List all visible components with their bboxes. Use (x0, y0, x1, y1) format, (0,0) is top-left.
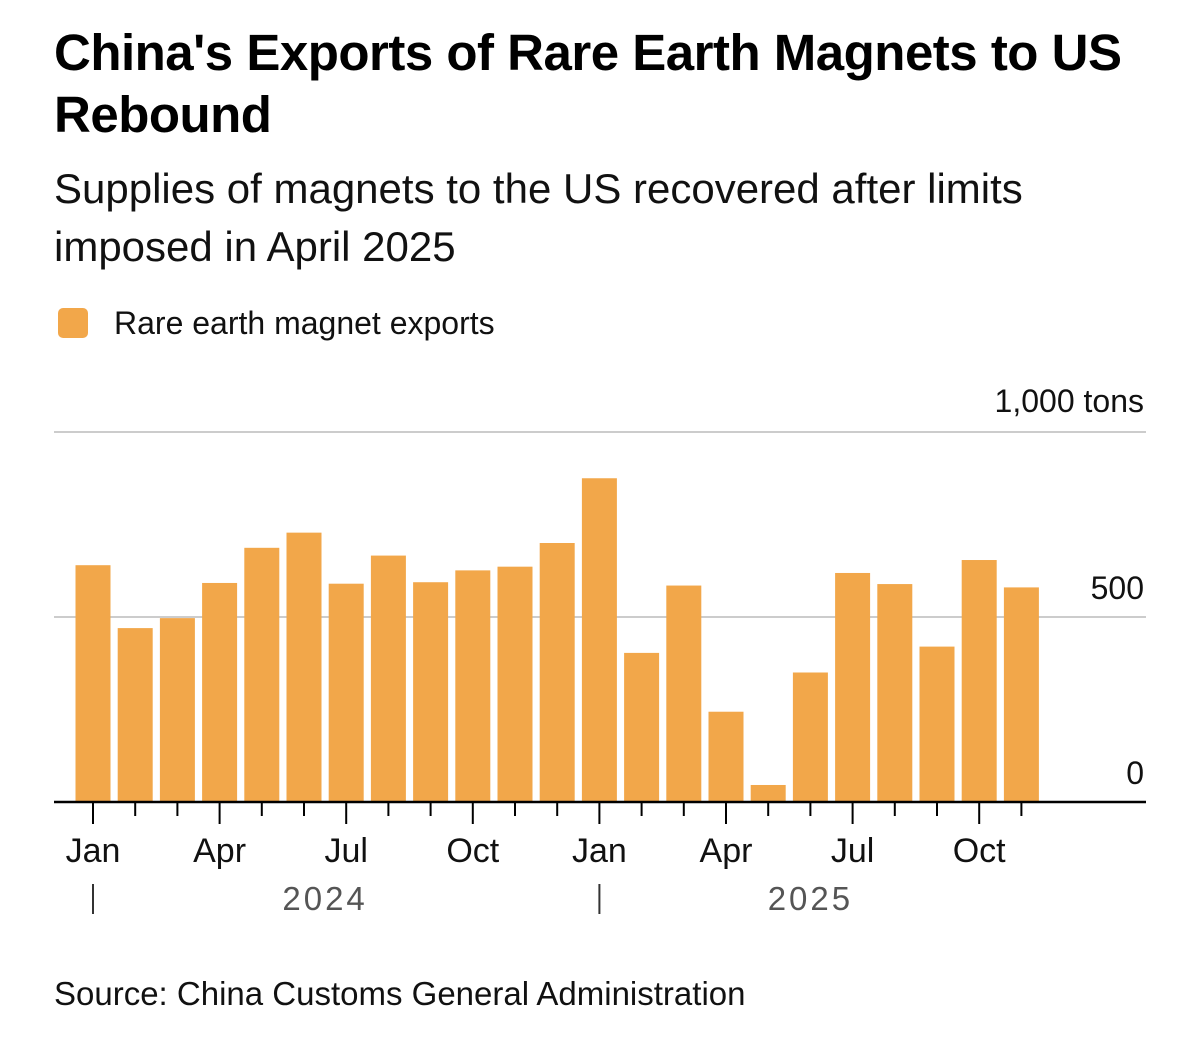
bar (581, 478, 617, 802)
bar-chart: 1,000 tons 0 500 Jan Apr Jul Oct Jan Apr Jul Oct 20… (54, 383, 1146, 917)
y-tick-label: 0 (1126, 755, 1144, 791)
legend-swatch (58, 308, 88, 338)
bar (202, 582, 238, 802)
bar (455, 570, 491, 802)
bar (413, 582, 449, 802)
bar (244, 547, 280, 802)
year-label: 2024 (282, 880, 367, 917)
source-note: Source: China Customs General Administra… (54, 975, 746, 1012)
x-tick-label: Oct (446, 832, 499, 870)
bar (624, 652, 660, 802)
bar (497, 566, 533, 802)
bar (835, 572, 871, 802)
x-tick-label: Apr (700, 832, 753, 870)
bar (792, 672, 828, 802)
year-label: 2025 (768, 880, 853, 917)
bar (877, 584, 913, 802)
x-tick-label: Oct (953, 832, 1006, 870)
legend: Rare earth magnet exports (58, 300, 495, 346)
x-tick-label: Jul (324, 832, 367, 870)
bar (286, 532, 322, 802)
x-tick-label: Apr (193, 832, 246, 870)
bar (961, 560, 997, 802)
x-tick-label: Jul (831, 832, 874, 870)
bar (1003, 587, 1039, 802)
bar (708, 711, 744, 802)
bar (117, 628, 153, 802)
bar (328, 583, 364, 802)
x-tick-label: Jan (66, 832, 121, 870)
x-tick-label: Jan (572, 832, 627, 870)
chart-title: China's Exports of Rare Earth Magnets to… (54, 24, 1122, 143)
bar (75, 565, 111, 802)
y-axis-unit-label: 1,000 tons (995, 383, 1144, 419)
bar (159, 618, 195, 802)
bar (919, 646, 955, 802)
bar (666, 585, 702, 802)
bar (750, 784, 786, 802)
chart-subtitle: Supplies of magnets to the US recovered … (54, 165, 1023, 270)
y-tick-label: 500 (1091, 570, 1144, 606)
bar (370, 555, 406, 802)
bar (539, 543, 575, 802)
legend-label: Rare earth magnet exports (114, 304, 495, 341)
